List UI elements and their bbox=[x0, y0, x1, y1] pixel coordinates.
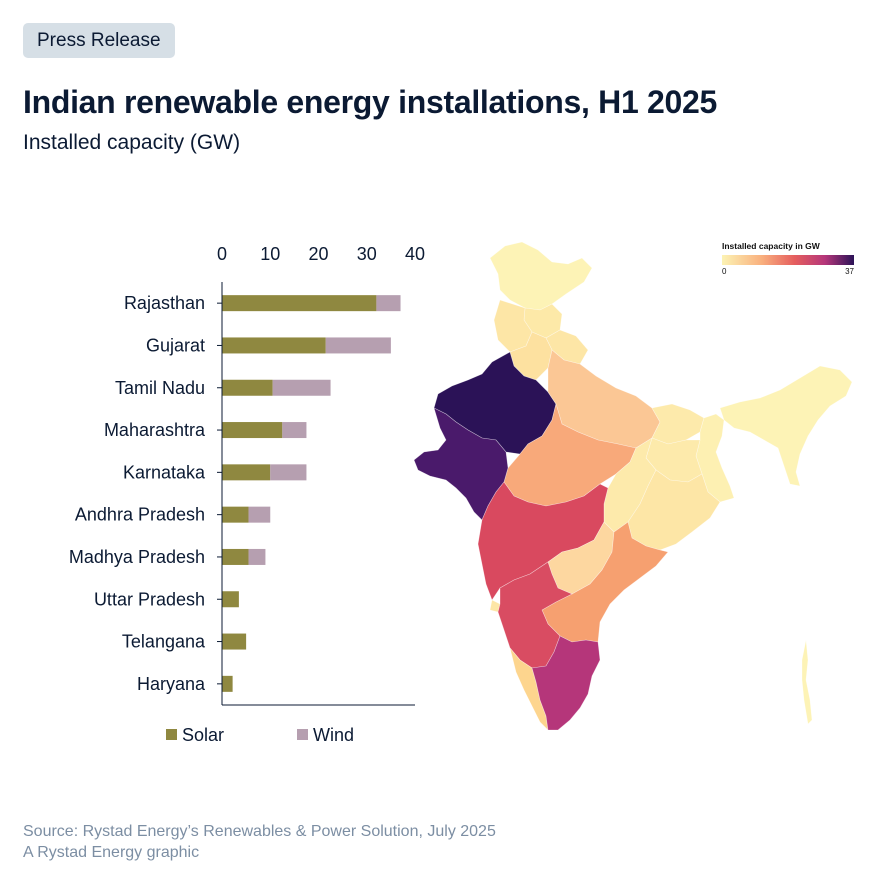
bar-chart: 0 10 20 30 40 Rajasthan Gujarat Tamil Nadu Maha… bbox=[69, 244, 425, 745]
map-regions bbox=[413, 241, 853, 731]
bar-wind-gujarat bbox=[325, 337, 391, 354]
bar-wind-madhya-pradesh bbox=[248, 548, 266, 565]
region-jammu-kashmir bbox=[489, 241, 593, 311]
page-title: Indian renewable energy installations, H… bbox=[23, 84, 718, 120]
bar-wind-tamil-nadu bbox=[272, 379, 331, 396]
region-islands bbox=[801, 639, 813, 725]
category-label: Gujarat bbox=[146, 335, 205, 355]
category-label: Uttar Pradesh bbox=[94, 589, 205, 609]
map-legend-gradient bbox=[722, 255, 854, 265]
x-tick-label: 0 bbox=[217, 244, 227, 264]
bar-solar-telangana bbox=[222, 633, 247, 650]
legend-swatch-solar bbox=[166, 729, 177, 740]
category-label: Rajasthan bbox=[124, 293, 205, 313]
map-legend-title: Installed capacity in GW bbox=[722, 241, 821, 251]
bar-marks bbox=[222, 295, 401, 692]
x-tick-label: 30 bbox=[357, 244, 377, 264]
x-tick-label: 20 bbox=[308, 244, 328, 264]
category-label: Maharashtra bbox=[104, 420, 206, 440]
category-label: Tamil Nadu bbox=[115, 378, 205, 398]
bar-wind-karnataka bbox=[270, 464, 307, 481]
bar-solar-uttar-pradesh bbox=[222, 591, 239, 608]
bar-solar-maharashtra bbox=[222, 422, 283, 439]
map-legend-max: 37 bbox=[845, 267, 854, 276]
region-gujarat bbox=[413, 407, 509, 521]
x-tick-label: 40 bbox=[405, 244, 425, 264]
bar-solar-karnataka bbox=[222, 464, 271, 481]
region-north-east bbox=[719, 365, 853, 487]
legend-label-wind: Wind bbox=[313, 725, 354, 745]
bar-solar-andhra-pradesh bbox=[222, 506, 249, 523]
bar-solar-rajasthan bbox=[222, 295, 377, 312]
chart-legend: Solar Wind bbox=[166, 725, 354, 745]
category-labels: Rajasthan Gujarat Tamil Nadu Maharashtra Kar… bbox=[69, 293, 222, 694]
map-color-scale: Installed capacity in GW 0 37 bbox=[722, 241, 855, 276]
region-bihar bbox=[651, 403, 705, 445]
bar-solar-gujarat bbox=[222, 337, 326, 354]
map-legend-min: 0 bbox=[722, 267, 727, 276]
bar-wind-andhra-pradesh bbox=[248, 506, 271, 523]
press-release-badge: Press Release bbox=[23, 23, 175, 58]
region-odisha bbox=[627, 469, 721, 551]
region-tamil-nadu bbox=[531, 635, 601, 731]
bar-solar-haryana bbox=[222, 675, 233, 692]
bar-solar-tamil-nadu bbox=[222, 379, 273, 396]
legend-label-solar: Solar bbox=[182, 725, 224, 745]
bar-wind-maharashtra bbox=[282, 422, 307, 439]
category-label: Karnataka bbox=[123, 462, 206, 482]
legend-swatch-wind bbox=[297, 729, 308, 740]
credit-note: A Rystad Energy graphic bbox=[23, 844, 200, 861]
source-note: Source: Rystad Energy’s Renewables & Pow… bbox=[23, 823, 496, 840]
category-label: Telangana bbox=[122, 632, 206, 652]
page-subtitle: Installed capacity (GW) bbox=[23, 131, 241, 154]
category-label: Haryana bbox=[137, 674, 206, 694]
bar-wind-rajasthan bbox=[376, 295, 401, 312]
x-tick-label: 10 bbox=[260, 244, 280, 264]
category-label: Andhra Pradesh bbox=[75, 505, 205, 525]
x-axis-ticks: 0 10 20 30 40 bbox=[217, 244, 425, 264]
bar-solar-madhya-pradesh bbox=[222, 548, 249, 565]
category-label: Madhya Pradesh bbox=[69, 547, 205, 567]
region-karnataka bbox=[497, 561, 573, 669]
